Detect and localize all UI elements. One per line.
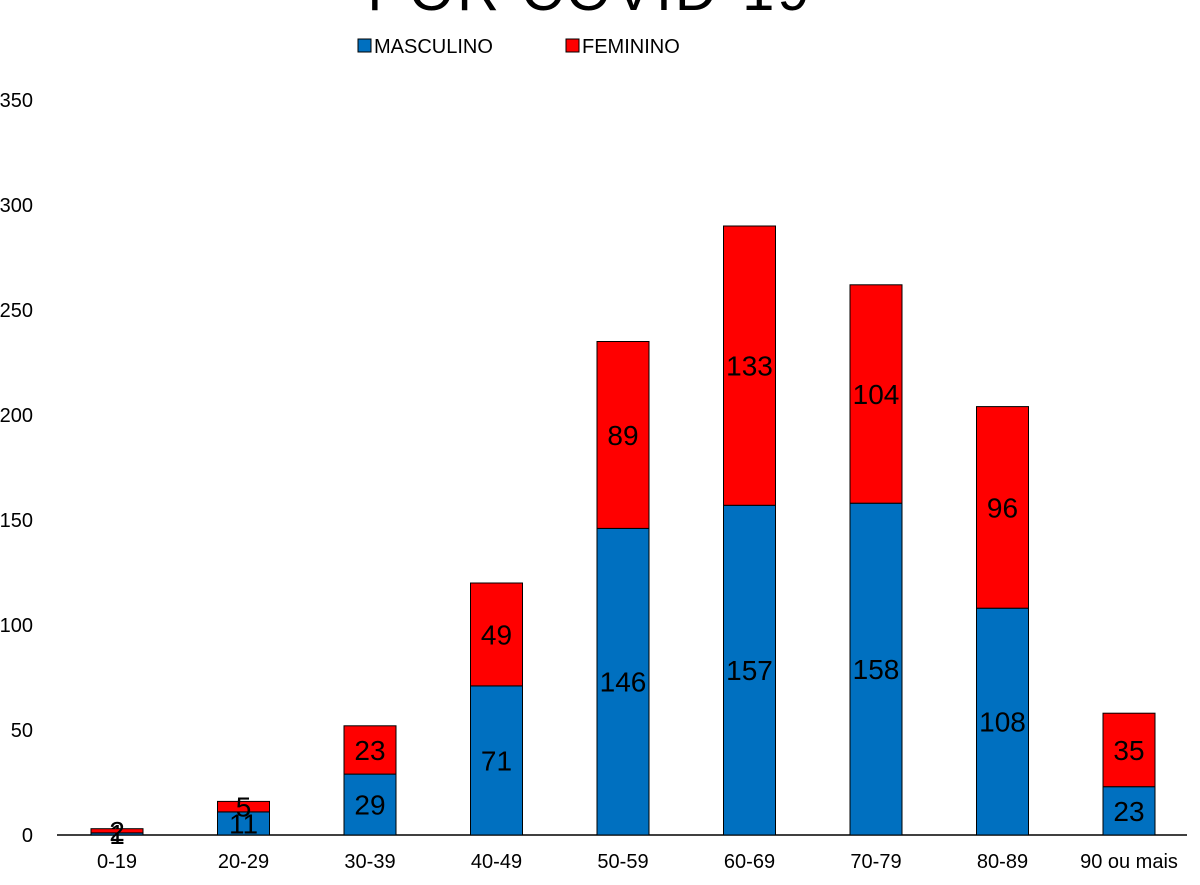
data-label: 11 bbox=[229, 808, 258, 839]
data-label: 5 bbox=[236, 792, 252, 823]
data-label: 2 bbox=[109, 816, 125, 847]
bar-feminino bbox=[976, 406, 1029, 609]
y-tick-label: 0 bbox=[22, 825, 33, 847]
y-tick-label: 200 bbox=[0, 405, 33, 427]
bars: 12 115 29 23 71 49 146 89 157 133 158 104 108 96 23 35 bbox=[90, 225, 1156, 850]
data-label: 108 bbox=[979, 707, 1026, 738]
bar-feminino bbox=[217, 800, 270, 813]
data-label: 29 bbox=[354, 790, 385, 821]
y-tick-label: 300 bbox=[0, 195, 33, 217]
x-tick-label: 80-89 bbox=[977, 851, 1028, 873]
chart-title: POR COVID-19 bbox=[367, 0, 812, 23]
bar-feminino bbox=[849, 284, 903, 504]
y-tick-label: 350 bbox=[0, 90, 33, 112]
x-tick-label: 50-59 bbox=[597, 851, 648, 873]
bar-feminino bbox=[343, 725, 397, 775]
data-label: 35 bbox=[1113, 735, 1144, 766]
data-label: 23 bbox=[1113, 796, 1144, 827]
x-tick-label: 90 ou mais bbox=[1080, 851, 1178, 873]
y-tick-label: 100 bbox=[0, 615, 33, 637]
x-tick-label: 30-39 bbox=[344, 851, 395, 873]
data-label: 49 bbox=[481, 619, 512, 650]
x-tick-label: 40-49 bbox=[471, 851, 522, 873]
legend-label-feminino: FEMININO bbox=[582, 36, 680, 58]
y-tick-label: 150 bbox=[0, 510, 33, 532]
y-tick-label: 250 bbox=[0, 300, 33, 322]
x-tick-label: 20-29 bbox=[218, 851, 269, 873]
bar-feminino bbox=[723, 225, 776, 506]
x-tick-label: 70-79 bbox=[850, 851, 901, 873]
bar-feminino bbox=[1102, 712, 1156, 788]
bar-feminino bbox=[470, 582, 523, 687]
data-label: 71 bbox=[481, 745, 512, 776]
bar-masculino bbox=[976, 607, 1029, 836]
legend-swatch-feminino bbox=[565, 38, 580, 53]
legend-label-masculino: MASCULINO bbox=[374, 36, 493, 58]
data-label: 23 bbox=[354, 735, 385, 766]
bar-feminino bbox=[596, 341, 650, 529]
x-tick-label: 0-19 bbox=[97, 851, 137, 873]
x-axis: 0-19 20-29 30-39 40-49 50-59 60-69 70-79 80-89 9… bbox=[97, 851, 1178, 873]
legend-swatch-masculino bbox=[357, 38, 372, 53]
y-axis: 0 50 100 150 200 250 300 350 bbox=[0, 90, 33, 847]
data-label: 104 bbox=[853, 379, 900, 410]
bar-masculino bbox=[849, 502, 903, 836]
data-label: 158 bbox=[853, 654, 900, 685]
bar-feminino bbox=[90, 828, 144, 834]
data-label: 157 bbox=[726, 655, 773, 686]
data-label: 89 bbox=[607, 420, 638, 451]
y-tick-label: 50 bbox=[11, 720, 33, 742]
bar-masculino bbox=[723, 504, 776, 836]
x-tick-label: 60-69 bbox=[724, 851, 775, 873]
bar-masculino bbox=[1102, 786, 1156, 836]
data-label: 133 bbox=[726, 351, 773, 382]
data-label: 96 bbox=[987, 492, 1018, 523]
bar-masculino bbox=[596, 527, 650, 836]
legend: MASCULINO FEMININO bbox=[357, 36, 680, 58]
data-label: 1 bbox=[109, 819, 125, 850]
data-label: 146 bbox=[600, 667, 647, 698]
